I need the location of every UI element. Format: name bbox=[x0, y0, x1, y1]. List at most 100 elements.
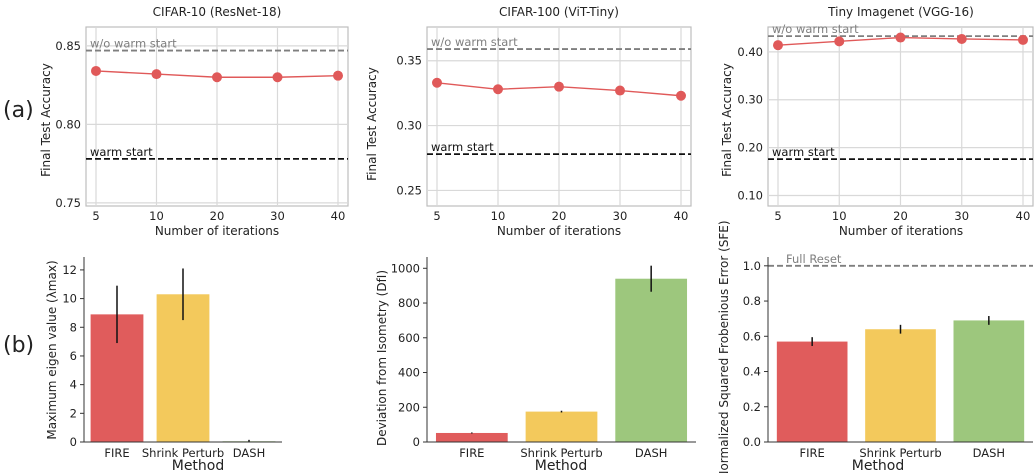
data-point bbox=[272, 72, 283, 83]
y-tick-label: 400 bbox=[398, 366, 420, 380]
data-point bbox=[91, 65, 101, 76]
x-tick-label: FIRE bbox=[800, 446, 825, 460]
bar bbox=[525, 411, 598, 442]
x-axis-label: Method bbox=[172, 458, 225, 473]
chart-eigenvalue-bar: Method Maximum eigen value (λmax) FIRE Sh… bbox=[45, 257, 282, 473]
bar bbox=[953, 320, 1025, 442]
y-tick-label: 200 bbox=[398, 400, 420, 414]
y-axis-label: Final Test Accuracy bbox=[720, 63, 734, 177]
data-point bbox=[676, 90, 686, 101]
chart-cifar100-line: CIFAR-100 (ViT-Tiny) Number of iteration… bbox=[365, 5, 692, 238]
y-tick-label: 8 bbox=[70, 320, 77, 334]
x-axis-label: Method bbox=[535, 458, 588, 473]
y-tick-label: 0.35 bbox=[396, 54, 422, 68]
chart-cifar10-line: CIFAR-10 (ResNet-18) Number of iteration… bbox=[39, 5, 349, 238]
x-tick-label: 10 bbox=[491, 209, 506, 223]
x-tick-label: 20 bbox=[552, 209, 567, 223]
data-point bbox=[1018, 34, 1028, 45]
x-tick-label: 40 bbox=[674, 209, 689, 223]
y-tick-label: 0.2 bbox=[743, 400, 761, 414]
reference-label: warm start bbox=[90, 145, 153, 159]
y-tick-label: 0.30 bbox=[396, 119, 422, 133]
y-tick-label: 2 bbox=[70, 406, 77, 420]
y-axis-label: Deviation from Isometry (DfI) bbox=[375, 270, 389, 446]
y-axis-label: Maximum eigen value (λmax) bbox=[45, 260, 59, 439]
x-tick-label: 10 bbox=[832, 209, 847, 223]
y-tick-label: 0.8 bbox=[743, 294, 761, 308]
x-tick-label: Shrink Perturb bbox=[520, 446, 602, 460]
y-axis-label: Final Test Accuracy bbox=[39, 63, 53, 177]
x-tick-label: 10 bbox=[149, 209, 164, 223]
x-axis-label: Number of iterations bbox=[839, 224, 963, 238]
x-tick-label: FIRE bbox=[459, 446, 484, 460]
x-tick-label: 5 bbox=[774, 209, 781, 223]
y-tick-label: 1000 bbox=[391, 261, 420, 275]
x-tick-label: 5 bbox=[433, 209, 440, 223]
data-point bbox=[834, 36, 845, 47]
x-tick-label: Shrink Perturb bbox=[142, 446, 224, 460]
reference-label: w/o warm start bbox=[90, 37, 177, 51]
x-axis-label: Number of iterations bbox=[497, 224, 621, 238]
y-tick-label: 0.85 bbox=[55, 39, 81, 53]
reference-label: warm start bbox=[431, 140, 494, 154]
data-point bbox=[333, 70, 343, 81]
x-tick-label: 30 bbox=[954, 209, 969, 223]
data-point bbox=[773, 40, 783, 51]
data-point bbox=[432, 77, 442, 88]
y-tick-label: 6 bbox=[70, 349, 77, 363]
x-tick-label: 5 bbox=[92, 209, 99, 223]
x-axis-label: Number of iterations bbox=[155, 224, 279, 238]
y-tick-label: 0.20 bbox=[737, 141, 763, 155]
x-tick-label: 30 bbox=[613, 209, 628, 223]
bar bbox=[435, 432, 508, 442]
y-tick-label: 0 bbox=[70, 435, 77, 449]
y-tick-label: 0.4 bbox=[743, 365, 761, 379]
y-tick-label: 800 bbox=[398, 296, 420, 310]
data-point bbox=[493, 84, 503, 95]
reference-label: w/o warm start bbox=[431, 35, 518, 49]
chart-dfi-bar: Method Deviation from Isometry (DfI) FIR… bbox=[375, 257, 696, 473]
data-point bbox=[212, 72, 222, 83]
y-tick-label: 0.75 bbox=[55, 196, 81, 210]
x-axis-label: Method bbox=[852, 458, 905, 473]
y-tick-label: 0.30 bbox=[737, 93, 763, 107]
reference-label: w/o warm start bbox=[772, 22, 859, 36]
data-point bbox=[956, 33, 967, 44]
x-tick-label: Shrink Perturb bbox=[859, 446, 941, 460]
y-tick-label: 0.80 bbox=[55, 117, 81, 131]
data-point bbox=[554, 81, 564, 92]
data-point bbox=[615, 85, 625, 96]
x-tick-label: 20 bbox=[210, 209, 225, 223]
y-axis-label: Final Test Accuracy bbox=[365, 67, 379, 181]
y-tick-label: 600 bbox=[398, 331, 420, 345]
y-tick-label: 0.10 bbox=[737, 188, 763, 202]
data-point bbox=[151, 69, 162, 80]
reference-label: Full Reset bbox=[786, 252, 842, 266]
bar bbox=[615, 278, 688, 442]
reference-label: warm start bbox=[772, 145, 835, 159]
chart-tinyimagenet-line: Tiny Imagenet (VGG-16) Number of iterati… bbox=[720, 5, 1034, 238]
y-tick-label: 0 bbox=[413, 435, 420, 449]
chart-sfe-bar: Method Normalized Squared Frobenious Err… bbox=[717, 220, 1033, 473]
x-tick-label: 40 bbox=[1016, 209, 1031, 223]
y-tick-label: 10 bbox=[62, 292, 77, 306]
chart-title: Tiny Imagenet (VGG-16) bbox=[827, 5, 974, 19]
x-tick-label: FIRE bbox=[104, 446, 129, 460]
row-label-a: (a) bbox=[3, 98, 34, 123]
chart-title: CIFAR-100 (ViT-Tiny) bbox=[499, 5, 619, 19]
y-tick-label: 12 bbox=[62, 263, 77, 277]
x-tick-label: 20 bbox=[893, 209, 908, 223]
y-tick-label: 0.25 bbox=[396, 183, 422, 197]
bar bbox=[865, 329, 936, 442]
row-label-b: (b) bbox=[3, 333, 34, 358]
x-tick-label: DASH bbox=[635, 446, 667, 460]
x-tick-label: DASH bbox=[233, 446, 265, 460]
bar bbox=[776, 341, 848, 442]
y-tick-label: 0.6 bbox=[743, 329, 761, 343]
y-tick-label: 1.0 bbox=[743, 259, 761, 273]
x-tick-label: DASH bbox=[973, 446, 1005, 460]
y-tick-label: 4 bbox=[70, 378, 77, 392]
y-axis-label: Normalized Squared Frobenious Error (SFE… bbox=[717, 220, 731, 473]
x-tick-label: 40 bbox=[331, 209, 346, 223]
